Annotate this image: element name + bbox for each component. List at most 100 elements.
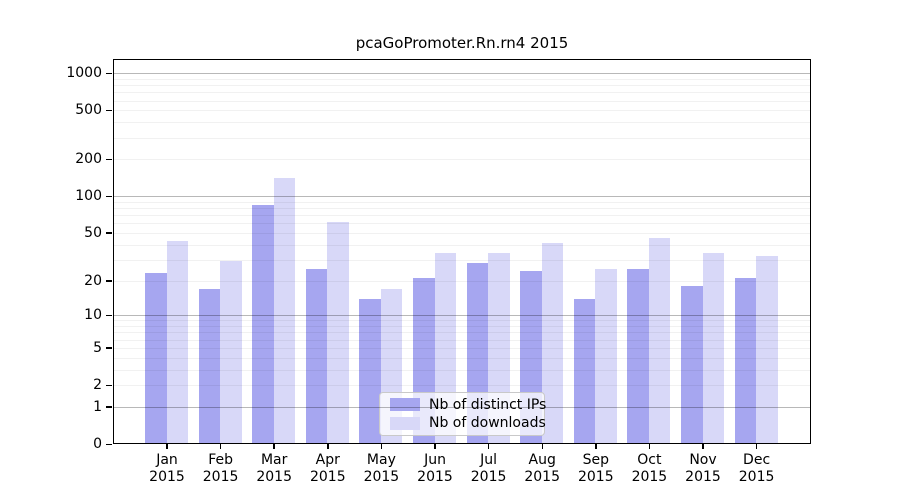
x-tick-year: 2015: [309, 469, 346, 485]
x-tick-year: 2015: [738, 469, 775, 485]
x-tick-year: 2015: [363, 469, 400, 485]
legend-swatch-distinct-ips: [390, 398, 420, 412]
bar-mar-downloads: [273, 178, 296, 444]
gridline-minor: [113, 347, 811, 349]
y-tick-mark: [106, 195, 112, 198]
gridline-major: [113, 406, 811, 408]
y-tick-label: 20: [84, 272, 102, 289]
gridline-minor: [113, 385, 811, 386]
y-tick-label: 10: [84, 307, 102, 324]
y-tick-label: 0: [93, 436, 102, 452]
legend-item-downloads: Nb of downloads: [390, 414, 546, 432]
y-tick-mark: [106, 443, 112, 445]
x-tick-label: Feb 2015: [191, 452, 251, 486]
gridline-minor: [113, 232, 811, 234]
x-tick-mark: [219, 444, 222, 449]
gridline-minor: [113, 244, 811, 246]
x-tick-month: Dec: [743, 452, 771, 468]
gridline-minor: [113, 215, 811, 217]
bar-apr-downloads: [327, 222, 349, 444]
gridline-minor: [113, 208, 811, 210]
x-tick-month: Jul: [480, 452, 498, 468]
gridline-minor: [113, 159, 811, 161]
x-tick-year: 2015: [470, 469, 507, 485]
y-tick-label: 500: [75, 102, 102, 119]
y-tick-mark: [106, 347, 112, 349]
x-tick-mark: [487, 444, 490, 449]
bar-nov-downloads: [702, 253, 724, 444]
chart-title: pcaGoPromoter.Rn.rn4 2015: [355, 34, 569, 52]
bar-oct-distinct-ips: [627, 269, 649, 444]
gridline-minor: [113, 92, 811, 94]
y-tick-label: 200: [75, 151, 102, 168]
legend-label-distinct-ips: Nb of distinct IPs: [429, 396, 547, 413]
gridline-minor: [113, 223, 811, 225]
x-tick-mark: [273, 444, 275, 449]
x-tick-mark: [595, 444, 597, 449]
x-tick-year: 2015: [417, 469, 453, 485]
gridline-minor: [113, 339, 811, 341]
gridline-minor: [113, 357, 811, 359]
x-tick-mark: [541, 444, 543, 449]
x-tick-mark: [755, 444, 758, 449]
x-tick-year: 2015: [256, 469, 292, 485]
legend: Nb of distinct IPs Nb of downloads: [379, 392, 547, 436]
gridline-minor: [113, 332, 811, 334]
y-tick-mark: [106, 72, 112, 75]
y-tick-mark: [106, 158, 112, 161]
x-tick-label: May 2015: [351, 452, 411, 486]
y-tick-label: 100: [75, 188, 102, 205]
bar-jan-downloads: [166, 240, 188, 444]
x-tick-label: Nov 2015: [673, 452, 733, 486]
y-tick-label: 1: [93, 398, 102, 415]
gridline-minor: [113, 320, 811, 322]
x-tick-label: Jul 2015: [459, 452, 519, 486]
x-tick-label: Apr 2015: [298, 452, 358, 486]
y-tick-mark: [106, 384, 112, 386]
x-tick-year: 2015: [685, 469, 721, 485]
bar-apr-distinct-ips: [305, 269, 328, 444]
x-tick-label: Dec 2015: [727, 452, 787, 486]
bar-mar-distinct-ips: [252, 204, 274, 444]
x-tick-label: Sep 2015: [566, 452, 626, 486]
y-tick-mark: [106, 232, 112, 234]
gridline-major: [113, 315, 811, 317]
bar-dec-downloads: [756, 256, 778, 444]
gridline-major: [113, 196, 811, 198]
x-tick-label: Mar 2015: [244, 452, 304, 486]
y-tick-label: 5: [93, 339, 102, 356]
gridline-minor: [113, 100, 811, 102]
x-tick-month: May: [366, 452, 396, 468]
bar-nov-distinct-ips: [681, 285, 703, 444]
y-tick-label: 1000: [66, 65, 102, 82]
gridline-major: [113, 73, 811, 75]
bar-dec-distinct-ips: [734, 278, 757, 444]
bar-feb-downloads: [220, 261, 242, 444]
gridline-minor: [113, 201, 811, 203]
gridline-minor: [113, 78, 811, 80]
x-tick-label: Jun 2015: [405, 452, 465, 486]
x-tick-year: 2015: [524, 469, 560, 485]
x-tick-month: Jan: [156, 452, 178, 468]
x-tick-year: 2015: [631, 469, 668, 485]
bar-oct-downloads: [648, 238, 671, 444]
x-tick-month: Sep: [582, 452, 609, 468]
y-tick-mark: [106, 314, 112, 317]
y-tick-mark: [106, 280, 112, 282]
gridline-minor: [113, 280, 811, 282]
x-tick-year: 2015: [202, 469, 239, 485]
gridline-minor: [113, 259, 811, 261]
bar-may-distinct-ips: [359, 298, 381, 444]
y-tick-label: 2: [93, 377, 102, 393]
x-tick-label: Jan 2015: [137, 452, 197, 486]
legend-label-downloads: Nb of downloads: [429, 415, 546, 432]
x-tick-year: 2015: [149, 469, 185, 485]
x-tick-month: Mar: [260, 452, 288, 468]
x-tick-month: Feb: [208, 452, 233, 468]
x-tick-mark: [434, 444, 436, 449]
bar-aug-downloads: [541, 243, 564, 444]
x-tick-month: Oct: [637, 452, 662, 468]
x-tick-mark: [648, 444, 651, 449]
legend-swatch-downloads: [390, 416, 420, 430]
